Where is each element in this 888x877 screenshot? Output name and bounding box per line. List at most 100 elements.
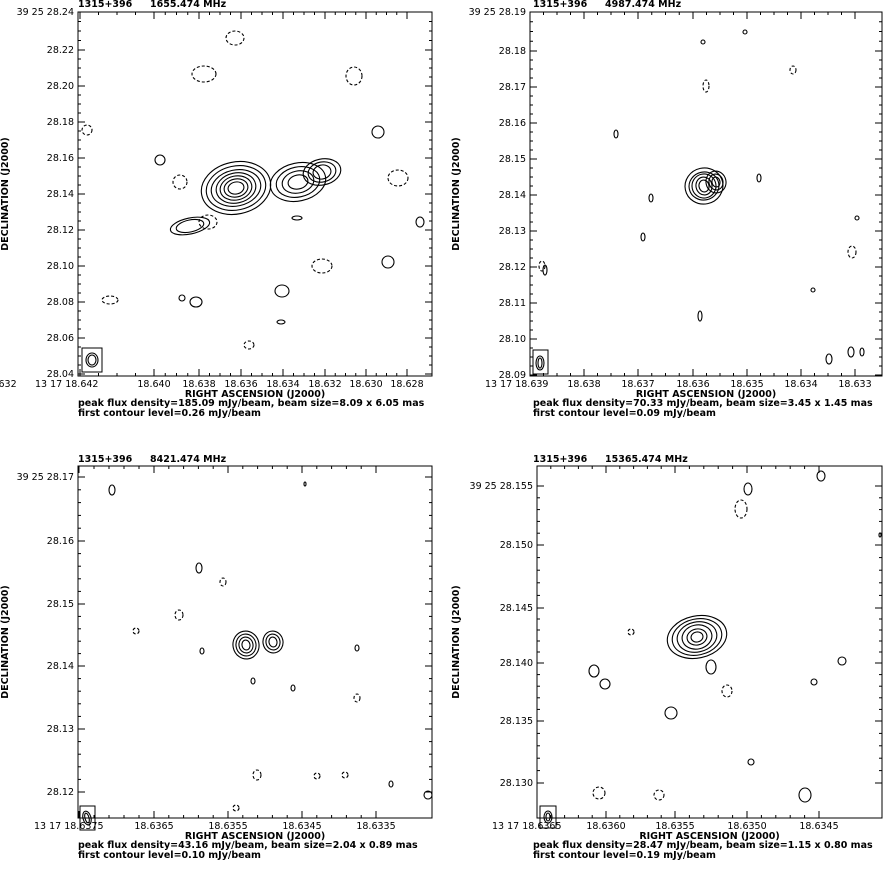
negative-contour	[101, 295, 119, 305]
x-axis-label: RIGHT ASCENSION (J2000)	[639, 831, 779, 842]
y-tick-label: 28.12	[499, 262, 526, 273]
x-tick-label: 18.6345	[799, 821, 838, 832]
y-tick-label: 28.10	[499, 334, 526, 345]
source-contour	[200, 160, 272, 216]
positive-contour	[742, 29, 748, 35]
positive-contour	[743, 482, 753, 496]
negative-contour	[345, 66, 363, 86]
source-contour	[698, 179, 710, 193]
peak-flux-beam-label: peak flux density=185.09 mJy/beam, beam …	[78, 398, 425, 409]
negative-contour	[387, 169, 409, 187]
positive-contour	[381, 255, 395, 269]
y-tick-label: 28.04	[47, 369, 74, 380]
negative-contour	[653, 789, 665, 801]
x-tick-label: 18.6360	[586, 821, 625, 832]
source-contour	[268, 636, 278, 648]
positive-contour	[303, 481, 307, 487]
y-tick-label: 28.12	[47, 787, 74, 798]
x-tick-label: 18.6335	[356, 821, 395, 832]
positive-contour	[756, 173, 762, 183]
beam-ellipse	[543, 810, 553, 824]
source-contour	[269, 161, 327, 203]
frequency-label: 8421.474 MHz	[150, 454, 227, 465]
y-tick-label: 28.145	[500, 603, 533, 614]
positive-contour	[847, 346, 855, 358]
negative-contour	[789, 65, 797, 75]
source-contour	[241, 639, 251, 651]
positive-contour	[291, 215, 303, 221]
y-tick-label: 39 25 28.17	[17, 472, 74, 483]
y-axis-label: DECLINATION (J2000)	[451, 137, 462, 251]
source-contour	[238, 636, 254, 654]
y-tick-label: 28.13	[47, 724, 74, 735]
x-axis-label: RIGHT ASCENSION (J2000)	[185, 831, 325, 842]
negative-contour	[341, 771, 349, 779]
positive-contour	[640, 232, 646, 242]
negative-contour	[252, 769, 262, 781]
positive-contour	[825, 353, 833, 365]
x-tick-label: 18.632	[0, 379, 17, 390]
x-tick-label: 18.634	[266, 379, 299, 390]
source-name-label: 1315+396	[533, 454, 588, 465]
source-contour	[705, 170, 727, 194]
positive-contour	[588, 664, 600, 678]
y-axis-label: DECLINATION (J2000)	[451, 585, 462, 699]
source-contour	[711, 176, 721, 188]
y-tick-label: 28.11	[499, 298, 526, 309]
x-tick-label: 13 17 18.639	[485, 379, 548, 390]
first-contour-level-label: first contour level=0.19 mJy/beam	[533, 850, 716, 861]
first-contour-level-label: first contour level=0.10 mJy/beam	[78, 850, 261, 861]
source-contour	[287, 174, 309, 190]
source-contour	[686, 628, 708, 646]
y-tick-label: 28.08	[47, 297, 74, 308]
source-contour	[215, 172, 257, 204]
x-tick-label: 18.6355	[655, 821, 694, 832]
positive-contour	[199, 647, 205, 655]
positive-contour	[613, 129, 619, 139]
beam-box	[79, 805, 96, 831]
y-tick-label: 28.150	[500, 540, 533, 551]
source-contour	[232, 630, 260, 660]
x-tick-label: 18.628	[390, 379, 423, 390]
y-tick-label: 28.140	[500, 658, 533, 669]
beam-ellipse	[537, 357, 543, 369]
x-tick-label: 18.630	[349, 379, 382, 390]
positive-contour	[189, 296, 203, 308]
negative-contour	[191, 65, 217, 83]
source-contour	[688, 171, 720, 201]
source-contour	[302, 158, 342, 186]
source-contour	[169, 216, 211, 236]
y-tick-label: 28.18	[47, 117, 74, 128]
y-tick-label: 28.15	[499, 154, 526, 165]
x-axis-label: RIGHT ASCENSION (J2000)	[636, 389, 776, 400]
negative-contour	[172, 174, 188, 190]
positive-contour	[599, 678, 611, 690]
y-tick-label: 28.09	[499, 370, 526, 381]
x-tick-label: 18.6355	[208, 821, 247, 832]
source-contour	[262, 630, 284, 654]
positive-contour	[810, 287, 816, 293]
x-tick-label: 13 17 18.642	[35, 379, 98, 390]
frequency-label: 1655.474 MHz	[150, 0, 227, 10]
y-tick-label: 28.06	[47, 333, 74, 344]
x-tick-label: 18.637	[621, 379, 654, 390]
source-contour	[223, 178, 249, 198]
source-contour	[695, 176, 713, 196]
negative-contour	[592, 786, 606, 800]
x-tick-label: 18.6365	[134, 821, 173, 832]
source-contour	[312, 164, 332, 180]
negative-contour	[232, 804, 240, 812]
positive-contour	[423, 790, 433, 800]
negative-contour	[174, 609, 184, 621]
plot-frame	[77, 465, 433, 819]
y-tick-label: 28.16	[47, 536, 74, 547]
positive-contour	[415, 216, 425, 228]
positive-contour	[837, 656, 847, 666]
negative-contour	[627, 628, 635, 636]
